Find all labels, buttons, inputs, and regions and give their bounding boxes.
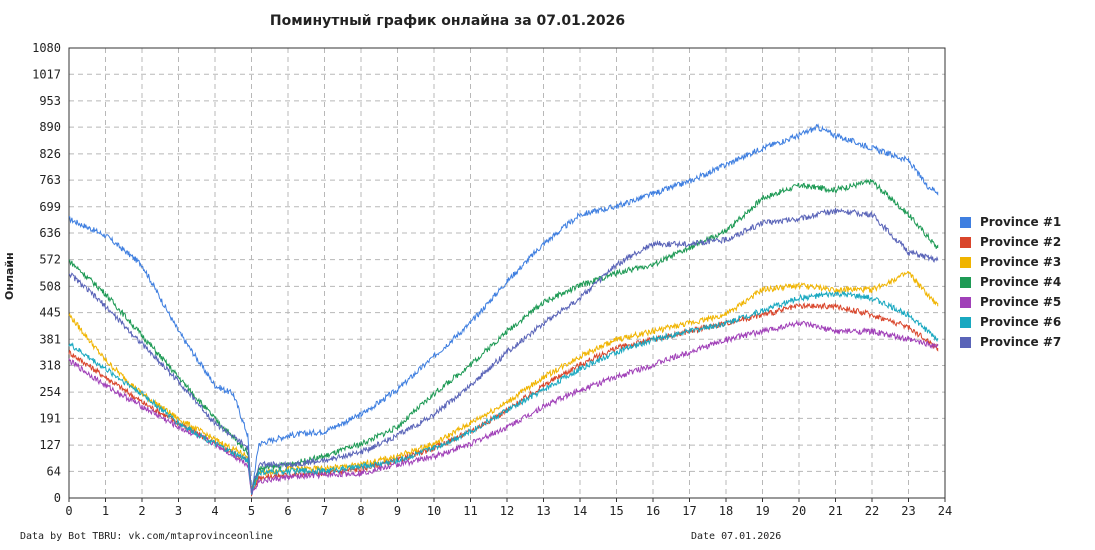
y-tick-label: 1017 [32,67,61,81]
y-tick-label: 381 [39,332,61,346]
y-tick-label: 636 [39,226,61,240]
y-tick-label: 1080 [32,41,61,55]
legend-label: Province #6 [980,315,1062,329]
x-tick-label: 1 [102,504,109,518]
y-tick-label: 953 [39,94,61,108]
x-tick-label: 8 [357,504,364,518]
y-tick-label: 890 [39,120,61,134]
legend-item: Province #7 [960,332,1061,352]
x-tick-label: 16 [646,504,660,518]
y-tick-label: 699 [39,200,61,214]
x-tick-label: 11 [463,504,477,518]
legend-label: Province #5 [980,295,1062,309]
y-tick-label: 826 [39,147,61,161]
legend-item: Province #2 [960,232,1061,252]
legend-item: Province #6 [960,312,1061,332]
x-tick-label: 4 [211,504,218,518]
legend-item: Province #4 [960,272,1061,292]
x-tick-label: 20 [792,504,806,518]
axes: 0641271912543183814455085726366997638268… [32,41,952,518]
legend-item: Province #1 [960,212,1061,232]
series-line-7 [68,207,939,494]
x-tick-label: 2 [138,504,145,518]
legend-label: Province #7 [980,335,1062,349]
chart-title: Поминутный график онлайна за 07.01.2026 [269,13,626,29]
legend-swatch [960,316,971,328]
y-tick-label: 572 [39,253,61,267]
y-tick-label: 445 [39,306,61,320]
x-tick-label: 3 [175,504,182,518]
y-tick-label: 0 [54,491,61,505]
footer-date: Date 07.01.2026 [691,531,782,542]
legend-swatch [960,296,971,308]
series-line-6 [68,290,939,495]
legend-label: Province #3 [980,255,1062,269]
legend-label: Province #4 [980,275,1062,289]
legend: Province #1 Province #2 Province #3 Provinc… [960,212,1061,352]
x-tick-label: 15 [609,504,623,518]
x-tick-label: 7 [321,504,328,518]
y-tick-label: 763 [39,173,61,187]
x-tick-label: 19 [755,504,769,518]
y-tick-label: 508 [39,279,61,293]
legend-swatch [960,256,971,268]
footer-credit: Data by Bot TBRU: vk.com/mtaprovinceonli… [20,531,273,542]
legend-label: Province #2 [980,235,1062,249]
x-tick-label: 6 [284,504,291,518]
x-tick-label: 5 [248,504,255,518]
x-tick-label: 22 [865,504,879,518]
legend-swatch [960,216,971,228]
series-line-1 [68,123,939,494]
legend-swatch [960,336,971,348]
legend-item: Province #5 [960,292,1061,312]
x-tick-label: 10 [427,504,441,518]
x-tick-label: 12 [500,504,514,518]
y-tick-label: 191 [39,411,61,425]
x-tick-label: 13 [536,504,550,518]
legend-swatch [960,236,971,248]
x-tick-label: 23 [901,504,915,518]
series-line-4 [68,178,939,494]
y-tick-label: 127 [39,438,61,452]
x-tick-label: 18 [719,504,733,518]
legend-label: Province #1 [980,215,1062,229]
y-tick-label: 254 [39,385,61,399]
x-tick-label: 17 [682,504,696,518]
x-tick-label: 21 [828,504,842,518]
x-tick-label: 9 [394,504,401,518]
y-tick-label: 318 [39,359,61,373]
x-tick-label: 0 [65,504,72,518]
series-line-3 [68,270,939,491]
series-line-5 [68,319,939,495]
legend-item: Province #3 [960,252,1061,272]
grid [68,47,946,499]
legend-swatch [960,276,971,288]
series-lines [68,123,939,497]
y-tick-label: 64 [47,464,61,478]
x-tick-label: 14 [573,504,587,518]
x-tick-label: 24 [938,504,952,518]
